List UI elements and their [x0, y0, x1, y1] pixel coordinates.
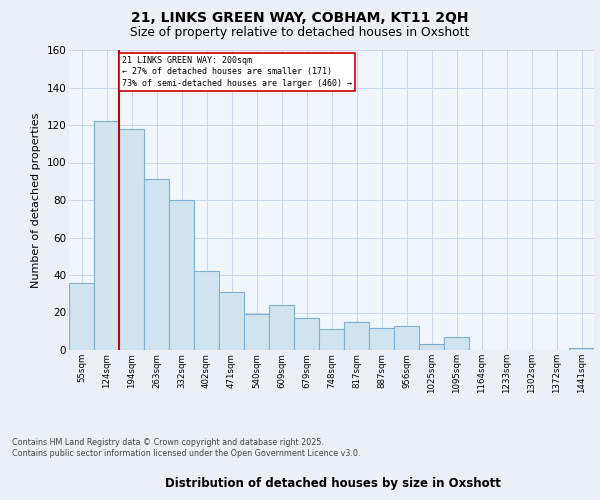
Bar: [269, 305, 294, 350]
Bar: [294, 318, 319, 350]
Text: Distribution of detached houses by size in Oxshott: Distribution of detached houses by size …: [165, 477, 501, 490]
Bar: [344, 322, 369, 350]
Bar: [144, 180, 169, 350]
Text: Size of property relative to detached houses in Oxshott: Size of property relative to detached ho…: [130, 26, 470, 39]
Bar: [369, 328, 394, 350]
Y-axis label: Number of detached properties: Number of detached properties: [31, 112, 41, 288]
Bar: [169, 200, 194, 350]
Text: 21 LINKS GREEN WAY: 200sqm
← 27% of detached houses are smaller (171)
73% of sem: 21 LINKS GREEN WAY: 200sqm ← 27% of deta…: [122, 56, 352, 88]
Bar: [444, 337, 469, 350]
Bar: [194, 271, 219, 350]
Bar: [219, 292, 244, 350]
Bar: [569, 348, 594, 350]
Bar: [119, 128, 144, 350]
Bar: [94, 121, 119, 350]
Bar: [69, 282, 94, 350]
Bar: [319, 330, 344, 350]
Bar: [394, 326, 419, 350]
Text: Contains HM Land Registry data © Crown copyright and database right 2025.
Contai: Contains HM Land Registry data © Crown c…: [12, 438, 361, 458]
Bar: [419, 344, 444, 350]
Text: 21, LINKS GREEN WAY, COBHAM, KT11 2QH: 21, LINKS GREEN WAY, COBHAM, KT11 2QH: [131, 11, 469, 25]
Bar: [244, 314, 269, 350]
